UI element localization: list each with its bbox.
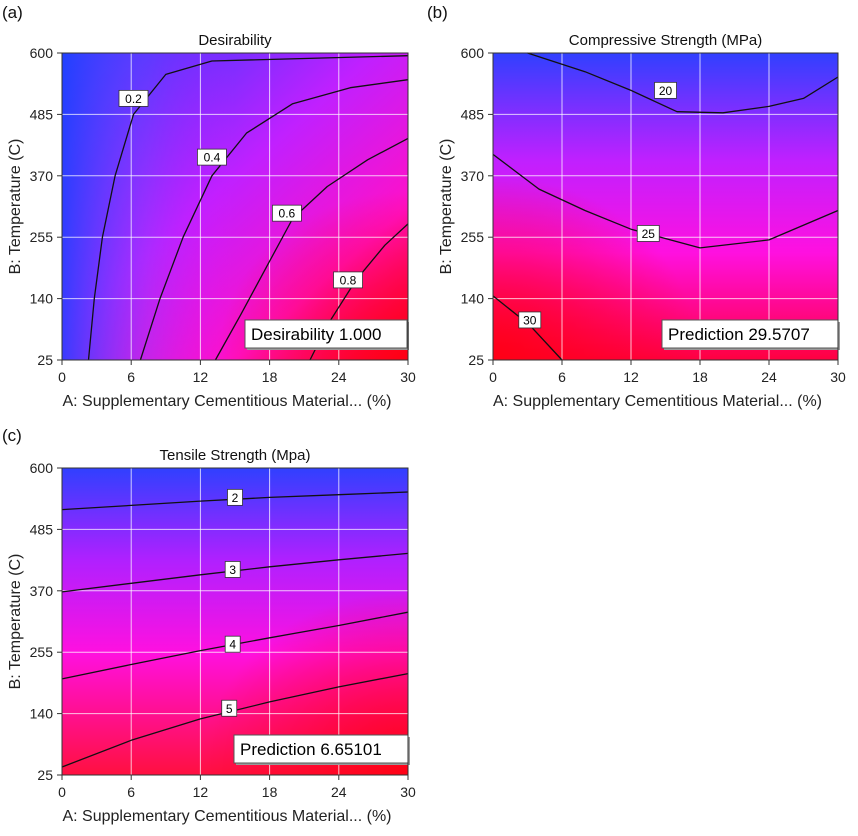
plot-frame (61, 467, 409, 776)
y-axis-title: B: Temperature (C) (7, 554, 24, 690)
contour-line (527, 52, 839, 114)
prediction-box (661, 319, 839, 349)
prediction-box (244, 319, 408, 349)
heatmap-high-region (62, 53, 408, 360)
contour-label: 3 (229, 563, 236, 577)
y-tick-label: 485 (30, 106, 54, 122)
contour-label-box (197, 148, 227, 166)
contour-label-box (333, 271, 363, 289)
y-tick-label: 255 (461, 229, 485, 245)
heatmap-high-region (493, 53, 838, 360)
panel-label: (b) (427, 3, 448, 22)
contour-label-box (518, 311, 542, 329)
x-tick-label: 30 (400, 784, 416, 800)
panel-label: (c) (2, 426, 22, 445)
contour-label-box (221, 699, 238, 717)
x-tick-label: 12 (623, 369, 639, 385)
y-tick-label: 370 (30, 168, 54, 184)
contour-panel-3: (c)Tensile Strength (Mpa)0 6 12 18 24 3025140… (2, 426, 416, 825)
x-tick-label: 18 (262, 784, 278, 800)
x-axis-title: A: Supplementary Cementitious Material..… (62, 808, 391, 825)
y-tick-label: 25 (37, 767, 53, 783)
prediction-label: Prediction (668, 325, 748, 344)
y-axis-title: B: Temperature (C) (438, 139, 455, 275)
contour-label: 5 (226, 702, 233, 716)
y-tick-label: 600 (30, 45, 54, 61)
x-tick-label: 12 (193, 784, 209, 800)
contour-label-box (227, 488, 243, 506)
y-tick-label: 370 (30, 583, 54, 599)
x-axis-title: A: Supplementary Cementitious Material..… (62, 393, 391, 410)
y-tick-label: 600 (461, 45, 485, 61)
chart-title: Tensile Strength (Mpa) (160, 447, 311, 464)
x-tick-label: 6 (127, 784, 135, 800)
y-tick-label: 25 (37, 352, 53, 368)
y-tick-label: 485 (30, 521, 54, 537)
y-tick-label: 25 (468, 352, 484, 368)
plot-frame (492, 52, 839, 361)
y-tick-label: 255 (30, 229, 54, 245)
contour-label: 0.4 (204, 151, 221, 165)
contour-label: 2 (232, 491, 239, 505)
prediction-box (233, 734, 409, 764)
contour-label: 4 (229, 638, 236, 652)
prediction-value: 1.000 (339, 325, 382, 344)
contour-line (139, 79, 409, 361)
y-axis-title: B: Temperature (C) (7, 139, 24, 275)
x-tick-label: 12 (193, 369, 209, 385)
chart-title: Desirability (198, 32, 272, 49)
contour-label-box (224, 561, 241, 578)
y-tick-label: 370 (461, 168, 485, 184)
panel-label: (a) (2, 3, 23, 22)
y-tick-label: 485 (461, 106, 485, 122)
x-tick-label: 6 (127, 369, 135, 385)
contour-label-box (654, 81, 677, 99)
x-tick-label: 24 (331, 369, 347, 385)
x-tick-label: 24 (761, 369, 777, 385)
prediction-label: Desirability (251, 325, 339, 344)
contour-label: 30 (523, 313, 537, 327)
x-tick-label: 6 (558, 369, 566, 385)
prediction-label: Prediction (240, 740, 320, 759)
contour-line (492, 153, 839, 249)
contour-label: 0.2 (125, 92, 142, 106)
x-tick-label: 18 (262, 369, 278, 385)
contour-label: 0.6 (279, 207, 296, 221)
plot-frame (61, 52, 409, 361)
x-tick-label: 24 (331, 784, 347, 800)
prediction-value: 29.5707 (748, 325, 809, 344)
heatmap-high-region (62, 468, 408, 775)
contour-label-box (636, 225, 660, 242)
contour-line (87, 55, 409, 361)
x-tick-label: 18 (692, 369, 708, 385)
y-tick-label: 255 (30, 644, 54, 660)
y-tick-label: 140 (30, 291, 54, 307)
y-tick-label: 600 (30, 460, 54, 476)
x-tick-label: 30 (400, 369, 416, 385)
x-tick-label: 0 (58, 369, 66, 385)
prediction-text: Prediction 29.5707 (668, 325, 810, 344)
x-axis-title: A: Supplementary Cementitious Material..… (493, 393, 822, 410)
prediction-text: Prediction 6.65101 (240, 740, 382, 759)
contour-panel-1: (a) Desirability 0 6 12 18 24 30 25 140 255 370 485 6… (2, 3, 416, 410)
x-tick-label: 0 (489, 369, 497, 385)
x-tick-label: 0 (58, 784, 66, 800)
contour-label: 20 (659, 84, 673, 98)
contour-panel-2: (b) Compressive Strength (MPa) 0 6 12 18 24 30 2… (427, 3, 846, 410)
prediction-value: 6.65101 (320, 740, 381, 759)
contour-label-box (271, 204, 302, 222)
contour-label: 25 (642, 227, 656, 241)
contour-label: 0.8 (340, 273, 357, 287)
x-tick-label: 30 (830, 369, 846, 385)
y-tick-label: 140 (30, 706, 54, 722)
prediction-text: Desirability 1.000 (251, 325, 381, 344)
chart-title: Compressive Strength (MPa) (569, 32, 762, 49)
y-tick-label: 140 (461, 291, 485, 307)
contour-label-box (118, 89, 149, 107)
contour-label-box (224, 635, 241, 653)
